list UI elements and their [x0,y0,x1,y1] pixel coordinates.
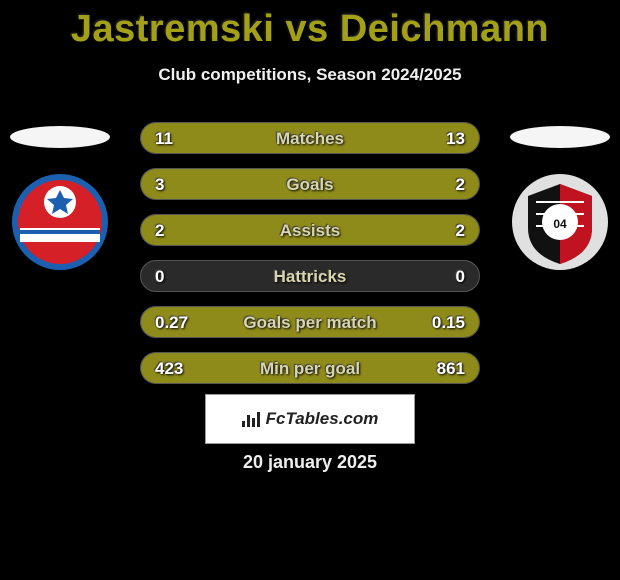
stat-label: Matches [141,123,479,154]
stat-value-left: 2 [155,215,164,246]
watermark-text: FcTables.com [266,409,379,429]
stat-value-left: 11 [155,123,173,154]
stat-row: Min per goal423 861 [140,352,480,384]
stat-label: Min per goal [141,353,479,384]
stat-value-right: 0.15 [432,307,465,338]
team-right-crest: 04 [510,172,610,272]
stat-row: Matches11 13 [140,122,480,154]
stat-value-right: 13 [446,123,465,154]
stats-container: Matches1113Goals32Assists22Hattricks00Go… [140,122,480,398]
player-silhouette-left [10,126,110,148]
player-silhouette-right [510,126,610,148]
snapshot-date: 20 january 2025 [0,452,620,473]
stat-value-left: 423 [155,353,183,384]
stat-row: Hattricks0 0 [140,260,480,292]
team-left-crest [10,172,110,272]
stat-row: Goals per match0.27 0.15 [140,306,480,338]
stat-value-left: 0.27 [155,307,188,338]
crest-right-icon: 04 [510,172,610,272]
stat-value-right: 2 [456,215,465,246]
stat-value-left: 0 [155,261,164,292]
stat-value-left: 3 [155,169,164,200]
team-left-column [0,120,120,272]
stat-label: Hattricks [141,261,479,292]
stat-row: Assists2 2 [140,214,480,246]
watermark-bars-icon [242,412,260,427]
stat-label: Goals [141,169,479,200]
stat-label: Assists [141,215,479,246]
stat-value-right: 861 [437,353,465,384]
stat-row: Goals3 2 [140,168,480,200]
stat-label: Goals per match [141,307,479,338]
stat-value-right: 0 [456,261,465,292]
team-right-column: 04 [500,120,620,272]
stat-value-right: 2 [456,169,465,200]
svg-text:04: 04 [553,217,567,231]
crest-left-icon [10,172,110,272]
comparison-title: Jastremski vs Deichmann [0,0,620,51]
comparison-subtitle: Club competitions, Season 2024/2025 [0,65,620,85]
fctables-watermark: FcTables.com [205,394,415,444]
